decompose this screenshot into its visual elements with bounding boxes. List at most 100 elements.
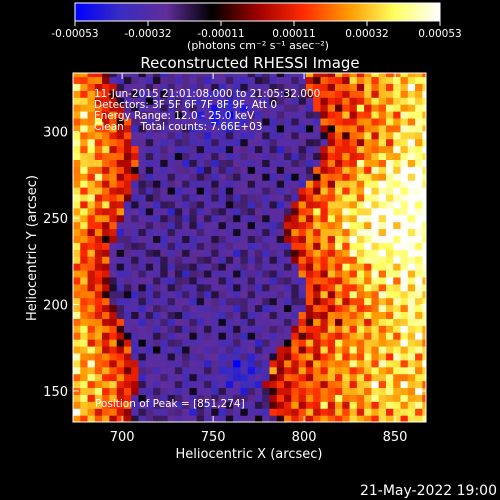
heatmap-cell	[87, 104, 96, 112]
heatmap-cell	[393, 311, 402, 319]
heatmap-cell	[94, 131, 103, 140]
heatmap-cell	[393, 242, 402, 250]
heatmap-cell	[327, 366, 336, 375]
heatmap-cell	[400, 214, 409, 223]
heatmap-cell	[182, 276, 191, 285]
heatmap-cell	[327, 345, 336, 354]
heatmap-cell	[349, 290, 358, 299]
heatmap-cell	[94, 318, 103, 326]
heatmap-cell	[313, 111, 322, 119]
heatmap-cell	[356, 290, 365, 299]
heatmap-cell	[335, 318, 343, 326]
heatmap-cell	[116, 228, 125, 237]
heatmap-cell	[291, 373, 300, 382]
heatmap-cell	[305, 366, 314, 375]
heatmap-cell	[211, 415, 220, 422]
heatmap-cell	[254, 187, 263, 195]
heatmap-cell	[305, 111, 314, 119]
heatmap-cell	[298, 366, 307, 375]
heatmap-cell	[240, 138, 249, 147]
heatmap-cell	[73, 325, 81, 333]
heatmap-cell	[73, 373, 81, 382]
heatmap-cell	[138, 90, 147, 98]
heatmap-cell	[204, 235, 212, 243]
heatmap-cell	[174, 256, 183, 264]
heatmap-cell	[189, 394, 198, 402]
heatmap-cell	[400, 97, 409, 105]
heatmap-cell	[349, 145, 358, 154]
heatmap-cell	[269, 166, 278, 174]
y-axis-label: Heliocentric Y (arcsec)	[25, 175, 40, 321]
heatmap-cell	[153, 325, 161, 333]
heatmap-cell	[371, 283, 380, 292]
heatmap-cell	[305, 283, 314, 292]
heatmap-cell	[174, 173, 183, 181]
heatmap-cell	[400, 276, 409, 285]
heatmap-cell	[393, 83, 402, 91]
heatmap-cell	[73, 180, 81, 188]
heatmap-cell	[138, 221, 147, 230]
heatmap-cell	[102, 345, 110, 354]
heatmap-cell	[327, 332, 336, 340]
heatmap-cell	[349, 345, 358, 354]
heatmap-cell	[356, 97, 365, 105]
heatmap-cell	[73, 276, 81, 285]
heatmap-cell	[131, 249, 140, 257]
heatmap-cell	[364, 166, 373, 174]
heatmap-cell	[422, 290, 426, 299]
heatmap-cell	[364, 415, 373, 422]
heatmap-cell	[211, 256, 220, 264]
heatmap-cell	[189, 415, 198, 422]
heatmap-cell	[233, 207, 242, 216]
heatmap-cell	[204, 73, 212, 78]
heatmap-cell	[327, 394, 336, 402]
heatmap-cell	[385, 352, 394, 361]
heatmap-cell	[276, 276, 285, 285]
heatmap-cell	[87, 352, 96, 361]
heatmap-cell	[167, 73, 176, 78]
heatmap-cell	[349, 352, 358, 361]
heatmap-cell	[371, 228, 380, 237]
heatmap-cell	[204, 207, 212, 216]
heatmap-cell	[298, 193, 307, 202]
heatmap-cell	[284, 304, 292, 313]
heatmap-cell	[174, 401, 183, 409]
heatmap-cell	[211, 145, 220, 154]
heatmap-cell	[87, 207, 96, 216]
heatmap-cell	[116, 104, 125, 112]
colorbar-units: (photons cm⁻² s⁻¹ asec⁻²)	[187, 39, 329, 52]
heatmap-cell	[291, 83, 300, 91]
heatmap-cell	[204, 159, 212, 167]
heatmap-cell	[276, 138, 285, 147]
heatmap-cell	[116, 297, 125, 306]
heatmap-cell	[160, 339, 169, 347]
heatmap-cell	[349, 373, 358, 382]
y-tick-label: 300	[43, 126, 68, 141]
heatmap-cell	[400, 173, 409, 181]
heatmap-cell	[349, 97, 358, 105]
heatmap-cell	[204, 325, 212, 333]
heatmap-cell	[349, 104, 358, 112]
heatmap-cell	[94, 73, 103, 78]
heatmap-cell	[145, 359, 154, 368]
heatmap-cell	[364, 180, 373, 188]
heatmap-cell	[313, 193, 322, 202]
heatmap-cell	[269, 311, 278, 319]
heatmap-cell	[422, 207, 426, 216]
heatmap-cell	[364, 187, 373, 195]
heatmap-cell	[364, 311, 373, 319]
heatmap-cell	[160, 117, 169, 126]
heatmap-cell	[364, 76, 373, 84]
heatmap-cell	[211, 73, 220, 78]
heatmap-cell	[87, 152, 96, 160]
heatmap-cell	[269, 339, 278, 347]
heatmap-cell	[189, 90, 198, 98]
heatmap-cell	[400, 166, 409, 174]
heatmap-cell	[400, 117, 409, 126]
heatmap-cell	[160, 145, 169, 154]
heatmap-cell	[153, 387, 161, 395]
heatmap-cell	[335, 117, 343, 126]
heatmap-cell	[335, 387, 343, 395]
heatmap-cell	[218, 180, 227, 188]
heatmap-cell	[87, 221, 96, 230]
